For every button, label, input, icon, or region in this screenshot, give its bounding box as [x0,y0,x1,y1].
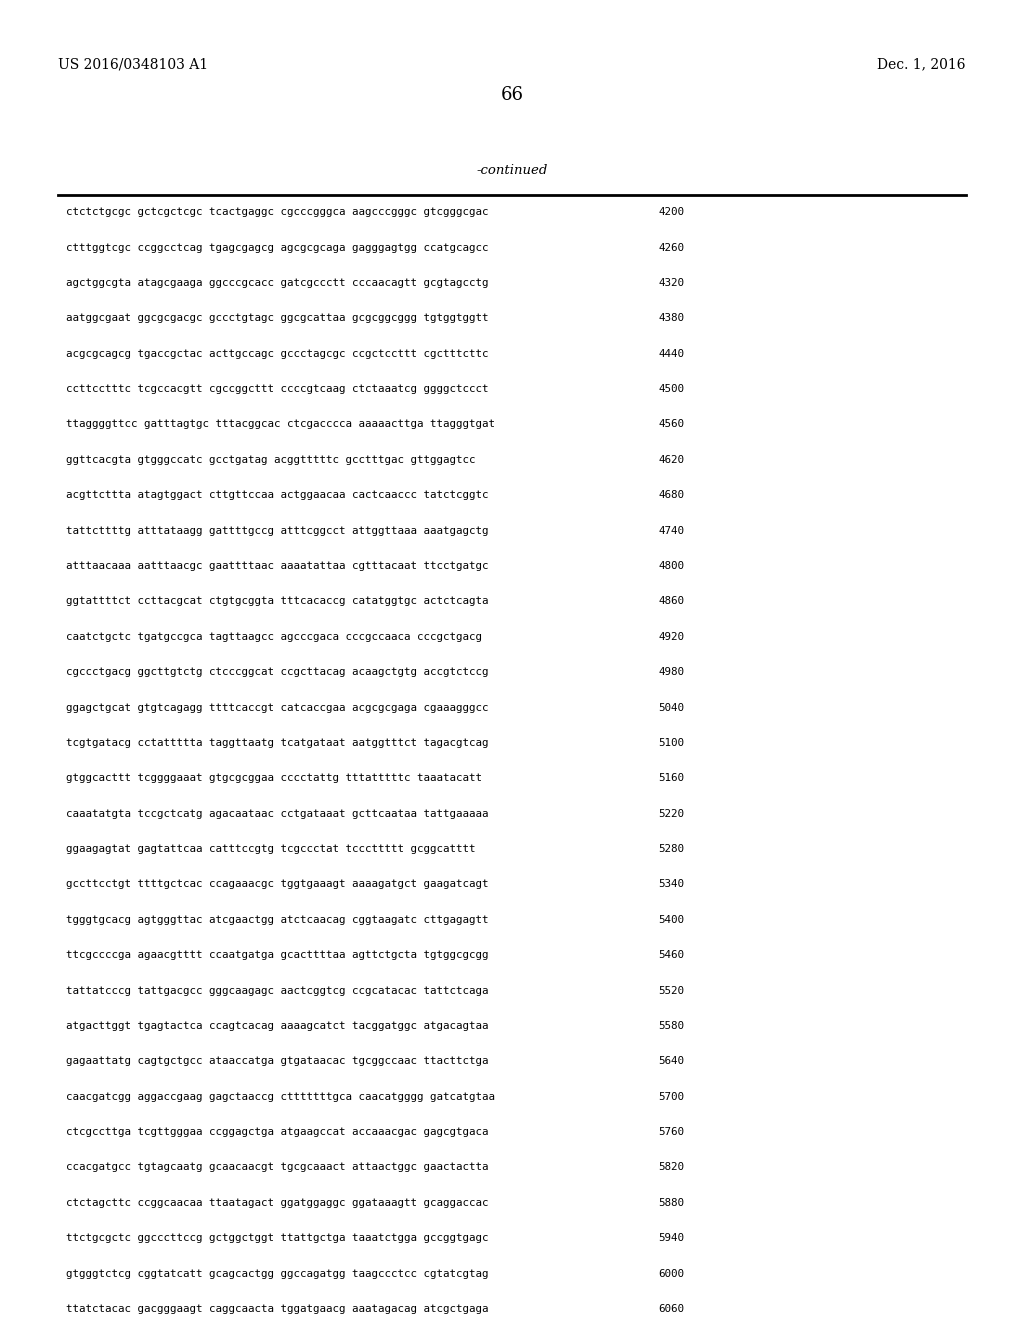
Text: 5160: 5160 [658,774,684,783]
Text: 5460: 5460 [658,950,684,960]
Text: 5700: 5700 [658,1092,684,1102]
Text: ggtattttct ccttacgcat ctgtgcggta tttcacaccg catatggtgc actctcagta: ggtattttct ccttacgcat ctgtgcggta tttcaca… [66,597,488,606]
Text: ggagctgcat gtgtcagagg ttttcaccgt catcaccgaa acgcgcgaga cgaaagggcc: ggagctgcat gtgtcagagg ttttcaccgt catcacc… [66,702,488,713]
Text: tcgtgatacg cctattttta taggttaatg tcatgataat aatggtttct tagacgtcag: tcgtgatacg cctattttta taggttaatg tcatgat… [66,738,488,748]
Text: tattatcccg tattgacgcc gggcaagagc aactcggtcg ccgcatacac tattctcaga: tattatcccg tattgacgcc gggcaagagc aactcgg… [66,986,488,995]
Text: ggaagagtat gagtattcaa catttccgtg tcgccctat tcccttttt gcggcatttt: ggaagagtat gagtattcaa catttccgtg tcgccct… [66,843,475,854]
Text: ccttcctttc tcgccacgtt cgccggcttt ccccgtcaag ctctaaatcg ggggctccct: ccttcctttc tcgccacgtt cgccggcttt ccccgtc… [66,384,488,395]
Text: caaatatgta tccgctcatg agacaataac cctgataaat gcttcaataa tattgaaaaa: caaatatgta tccgctcatg agacaataac cctgata… [66,809,488,818]
Text: caacgatcgg aggaccgaag gagctaaccg ctttttttgca caacatgggg gatcatgtaa: caacgatcgg aggaccgaag gagctaaccg ctttttt… [66,1092,495,1102]
Text: 5580: 5580 [658,1020,684,1031]
Text: acgcgcagcg tgaccgctac acttgccagc gccctagcgc ccgctccttt cgctttcttc: acgcgcagcg tgaccgctac acttgccagc gccctag… [66,348,488,359]
Text: 6000: 6000 [658,1269,684,1279]
Text: 5220: 5220 [658,809,684,818]
Text: 4380: 4380 [658,313,684,323]
Text: gagaattatg cagtgctgcc ataaccatga gtgataacac tgcggccaac ttacttctga: gagaattatg cagtgctgcc ataaccatga gtgataa… [66,1056,488,1067]
Text: ctttggtcgc ccggcctcag tgagcgagcg agcgcgcaga gagggagtgg ccatgcagcc: ctttggtcgc ccggcctcag tgagcgagcg agcgcgc… [66,243,488,252]
Text: tattcttttg atttataagg gattttgccg atttcggcct attggttaaa aaatgagctg: tattcttttg atttataagg gattttgccg atttcgg… [66,525,488,536]
Text: -continued: -continued [476,164,548,177]
Text: 4620: 4620 [658,455,684,465]
Text: ccacgatgcc tgtagcaatg gcaacaacgt tgcgcaaact attaactggc gaactactta: ccacgatgcc tgtagcaatg gcaacaacgt tgcgcaa… [66,1163,488,1172]
Text: gtgggtctcg cggtatcatt gcagcactgg ggccagatgg taagccctcc cgtatcgtag: gtgggtctcg cggtatcatt gcagcactgg ggccaga… [66,1269,488,1279]
Text: 5040: 5040 [658,702,684,713]
Text: 4800: 4800 [658,561,684,572]
Text: agctggcgta atagcgaaga ggcccgcacc gatcgccctt cccaacagtt gcgtagcctg: agctggcgta atagcgaaga ggcccgcacc gatcgcc… [66,279,488,288]
Text: 4200: 4200 [658,207,684,218]
Text: 5340: 5340 [658,879,684,890]
Text: US 2016/0348103 A1: US 2016/0348103 A1 [58,58,209,71]
Text: 5520: 5520 [658,986,684,995]
Text: 4260: 4260 [658,243,684,252]
Text: ggttcacgta gtgggccatc gcctgatag acggtttttc gcctttgac gttggagtcc: ggttcacgta gtgggccatc gcctgatag acggtttt… [66,455,475,465]
Text: tgggtgcacg agtgggttac atcgaactgg atctcaacag cggtaagatc cttgagagtt: tgggtgcacg agtgggttac atcgaactgg atctcaa… [66,915,488,925]
Text: 66: 66 [501,86,523,104]
Text: 5940: 5940 [658,1233,684,1243]
Text: 4680: 4680 [658,490,684,500]
Text: atgacttggt tgagtactca ccagtcacag aaaagcatct tacggatggc atgacagtaa: atgacttggt tgagtactca ccagtcacag aaaagca… [66,1020,488,1031]
Text: ttatctacac gacgggaagt caggcaacta tggatgaacg aaatagacag atcgctgaga: ttatctacac gacgggaagt caggcaacta tggatga… [66,1304,488,1313]
Text: 4860: 4860 [658,597,684,606]
Text: 4320: 4320 [658,279,684,288]
Text: 5280: 5280 [658,843,684,854]
Text: 5100: 5100 [658,738,684,748]
Text: ttctgcgctc ggcccttccg gctggctggt ttattgctga taaatctgga gccggtgagc: ttctgcgctc ggcccttccg gctggctggt ttattgc… [66,1233,488,1243]
Text: ttaggggttcc gatttagtgc tttacggcac ctcgacccca aaaaacttga ttagggtgat: ttaggggttcc gatttagtgc tttacggcac ctcgac… [66,420,495,429]
Text: 5880: 5880 [658,1197,684,1208]
Text: 5400: 5400 [658,915,684,925]
Text: 4500: 4500 [658,384,684,395]
Text: acgttcttta atagtggact cttgttccaa actggaacaa cactcaaccc tatctcggtc: acgttcttta atagtggact cttgttccaa actggaa… [66,490,488,500]
Text: 4980: 4980 [658,667,684,677]
Text: gtggcacttt tcggggaaat gtgcgcggaa cccctattg tttatttttc taaatacatt: gtggcacttt tcggggaaat gtgcgcggaa cccctat… [66,774,481,783]
Text: 6060: 6060 [658,1304,684,1313]
Text: 5820: 5820 [658,1163,684,1172]
Text: ttcgccccga agaacgtttt ccaatgatga gcacttttaa agttctgcta tgtggcgcgg: ttcgccccga agaacgtttt ccaatgatga gcacttt… [66,950,488,960]
Text: 5640: 5640 [658,1056,684,1067]
Text: gccttcctgt ttttgctcac ccagaaacgc tggtgaaagt aaaagatgct gaagatcagt: gccttcctgt ttttgctcac ccagaaacgc tggtgaa… [66,879,488,890]
Text: ctctctgcgc gctcgctcgc tcactgaggc cgcccgggca aagcccgggc gtcgggcgac: ctctctgcgc gctcgctcgc tcactgaggc cgcccgg… [66,207,488,218]
Text: 4560: 4560 [658,420,684,429]
Text: Dec. 1, 2016: Dec. 1, 2016 [878,58,966,71]
Text: 4740: 4740 [658,525,684,536]
Text: ctcgccttga tcgttgggaa ccggagctga atgaagccat accaaacgac gagcgtgaca: ctcgccttga tcgttgggaa ccggagctga atgaagc… [66,1127,488,1137]
Text: 4440: 4440 [658,348,684,359]
Text: 4920: 4920 [658,632,684,642]
Text: 5760: 5760 [658,1127,684,1137]
Text: aatggcgaat ggcgcgacgc gccctgtagc ggcgcattaa gcgcggcggg tgtggtggtt: aatggcgaat ggcgcgacgc gccctgtagc ggcgcat… [66,313,488,323]
Text: atttaacaaa aatttaacgc gaattttaac aaaatattaa cgtttacaat ttcctgatgc: atttaacaaa aatttaacgc gaattttaac aaaatat… [66,561,488,572]
Text: ctctagcttc ccggcaacaa ttaatagact ggatggaggc ggataaagtt gcaggaccac: ctctagcttc ccggcaacaa ttaatagact ggatgga… [66,1197,488,1208]
Text: caatctgctc tgatgccgca tagttaagcc agcccgaca cccgccaaca cccgctgacg: caatctgctc tgatgccgca tagttaagcc agcccga… [66,632,481,642]
Text: cgccctgacg ggcttgtctg ctcccggcat ccgcttacag acaagctgtg accgtctccg: cgccctgacg ggcttgtctg ctcccggcat ccgctta… [66,667,488,677]
